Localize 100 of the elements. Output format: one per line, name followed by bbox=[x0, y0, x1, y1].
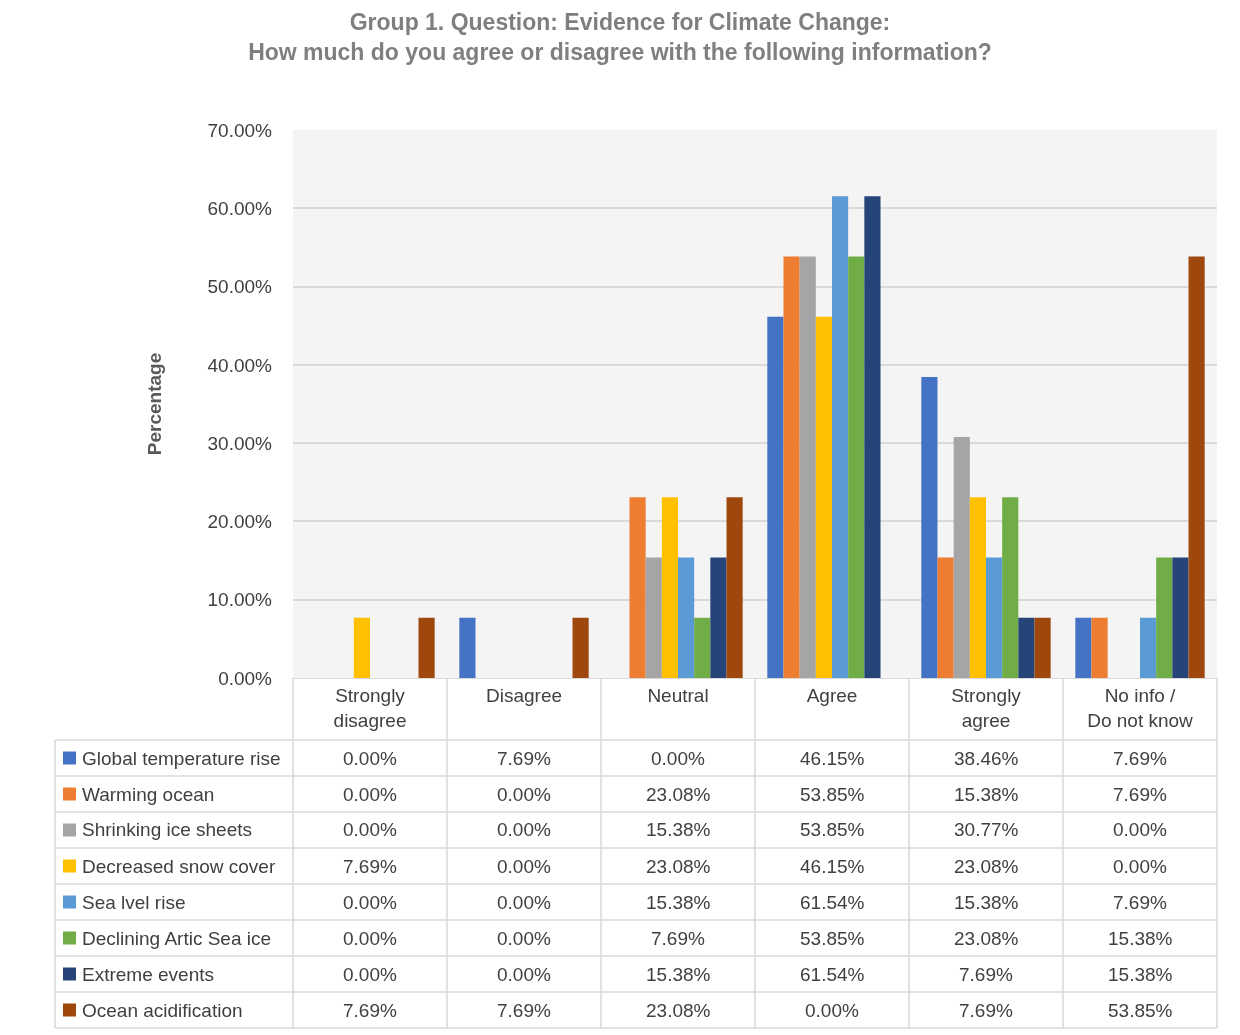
data-label: 15.38% bbox=[954, 892, 1019, 913]
bar bbox=[629, 497, 646, 678]
x-tick-label: Agree bbox=[806, 684, 858, 706]
data-label: 0.00% bbox=[343, 964, 397, 985]
data-label: 23.08% bbox=[954, 928, 1019, 949]
data-label: 0.00% bbox=[497, 784, 551, 805]
data-label: 15.38% bbox=[1108, 928, 1173, 949]
data-label: 15.38% bbox=[1108, 964, 1173, 985]
data-label: 15.38% bbox=[954, 784, 1019, 805]
bar bbox=[783, 256, 800, 678]
data-label: 0.00% bbox=[1113, 856, 1167, 877]
data-label: 0.00% bbox=[805, 1000, 859, 1021]
data-label: 7.69% bbox=[343, 856, 397, 877]
bar bbox=[799, 256, 816, 678]
legend-label: Shrinking ice sheets bbox=[82, 819, 253, 840]
legend-label: Sea lvel rise bbox=[82, 892, 186, 913]
bar bbox=[459, 617, 476, 678]
data-label: 23.08% bbox=[646, 856, 711, 877]
x-tick-label: Strongly disagree bbox=[333, 684, 407, 731]
bar bbox=[710, 557, 727, 678]
bar bbox=[645, 557, 662, 678]
legend-label: Ocean acidification bbox=[82, 1000, 243, 1021]
y-tick-label: 10.00% bbox=[207, 589, 273, 611]
legend-label: Decreased snow cover bbox=[82, 856, 276, 877]
bar bbox=[1156, 557, 1173, 678]
bar bbox=[767, 316, 784, 678]
bar bbox=[1140, 617, 1157, 678]
legend-label: Global temperature rise bbox=[82, 748, 281, 769]
bar bbox=[969, 497, 986, 678]
data-label: 61.54% bbox=[800, 892, 865, 913]
data-label: 46.15% bbox=[800, 748, 865, 769]
data-label: 7.69% bbox=[497, 1000, 551, 1021]
chart-title: Group 1. Question: Evidence for Climate Change: How much do you agree or disagree with the following information? bbox=[248, 9, 992, 65]
data-label: 7.69% bbox=[343, 1000, 397, 1021]
x-tick-label: Disagree bbox=[485, 684, 563, 706]
y-tick-label: 50.00% bbox=[207, 276, 273, 298]
data-label: 38.46% bbox=[954, 748, 1019, 769]
bar bbox=[572, 617, 589, 678]
data-label: 7.69% bbox=[497, 748, 551, 769]
data-label: 7.69% bbox=[959, 964, 1013, 985]
bar bbox=[986, 557, 1003, 678]
bar bbox=[418, 617, 435, 678]
data-label: 46.15% bbox=[800, 856, 865, 877]
data-label: 30.77% bbox=[954, 819, 1019, 840]
y-tick-label: 0.00% bbox=[218, 667, 273, 689]
data-label: 0.00% bbox=[343, 748, 397, 769]
data-label: 0.00% bbox=[651, 748, 705, 769]
data-label: 0.00% bbox=[497, 856, 551, 877]
data-label: 7.69% bbox=[959, 1000, 1013, 1021]
data-label: 7.69% bbox=[1113, 784, 1167, 805]
legend-label: Extreme events bbox=[82, 964, 214, 985]
data-label: 0.00% bbox=[343, 819, 397, 840]
bar bbox=[815, 316, 832, 678]
data-label: 23.08% bbox=[646, 784, 711, 805]
bar bbox=[1002, 497, 1019, 678]
bar bbox=[678, 557, 695, 678]
data-label: 7.69% bbox=[1113, 892, 1167, 913]
data-label: 0.00% bbox=[1113, 819, 1167, 840]
bar bbox=[953, 437, 970, 678]
y-axis-title: Percentage bbox=[144, 352, 166, 456]
data-label: 0.00% bbox=[343, 928, 397, 949]
bar bbox=[1172, 557, 1189, 678]
data-label: 15.38% bbox=[646, 819, 711, 840]
legend-label: Warming ocean bbox=[82, 784, 215, 805]
bar bbox=[864, 196, 881, 678]
data-label: 0.00% bbox=[343, 784, 397, 805]
data-label: 15.38% bbox=[646, 892, 711, 913]
y-tick-label: 20.00% bbox=[207, 511, 273, 533]
legend-label: Declining Artic Sea ice bbox=[82, 928, 272, 949]
bar bbox=[1034, 617, 1051, 678]
data-label: 7.69% bbox=[1113, 748, 1167, 769]
y-tick-label: 70.00% bbox=[207, 119, 273, 141]
data-label: 0.00% bbox=[343, 892, 397, 913]
data-label: 61.54% bbox=[800, 964, 865, 985]
y-tick-label: 40.00% bbox=[207, 354, 273, 376]
x-tick-label: No info / Do not know bbox=[1087, 684, 1194, 731]
data-label: 23.08% bbox=[954, 856, 1019, 877]
bar bbox=[1018, 617, 1035, 678]
bar bbox=[937, 557, 954, 678]
data-label: 53.85% bbox=[800, 819, 865, 840]
bar bbox=[832, 196, 849, 678]
data-label: 53.85% bbox=[800, 928, 865, 949]
data-label: 23.08% bbox=[646, 1000, 711, 1021]
data-label: 0.00% bbox=[497, 964, 551, 985]
data-label: 0.00% bbox=[497, 928, 551, 949]
x-tick-label: Neutral bbox=[647, 684, 709, 706]
bar bbox=[1075, 617, 1092, 678]
bar bbox=[921, 376, 938, 678]
data-label: 7.69% bbox=[651, 928, 705, 949]
bar bbox=[694, 617, 711, 678]
x-tick-label: Strongly agree bbox=[951, 684, 1022, 731]
bar bbox=[848, 256, 865, 678]
bar bbox=[1091, 617, 1108, 678]
y-tick-label: 30.00% bbox=[207, 432, 273, 454]
data-label: 0.00% bbox=[497, 819, 551, 840]
data-label: 53.85% bbox=[800, 784, 865, 805]
data-label: 0.00% bbox=[497, 892, 551, 913]
bar bbox=[1188, 256, 1205, 678]
bar bbox=[661, 497, 678, 678]
data-label: 53.85% bbox=[1108, 1000, 1173, 1021]
